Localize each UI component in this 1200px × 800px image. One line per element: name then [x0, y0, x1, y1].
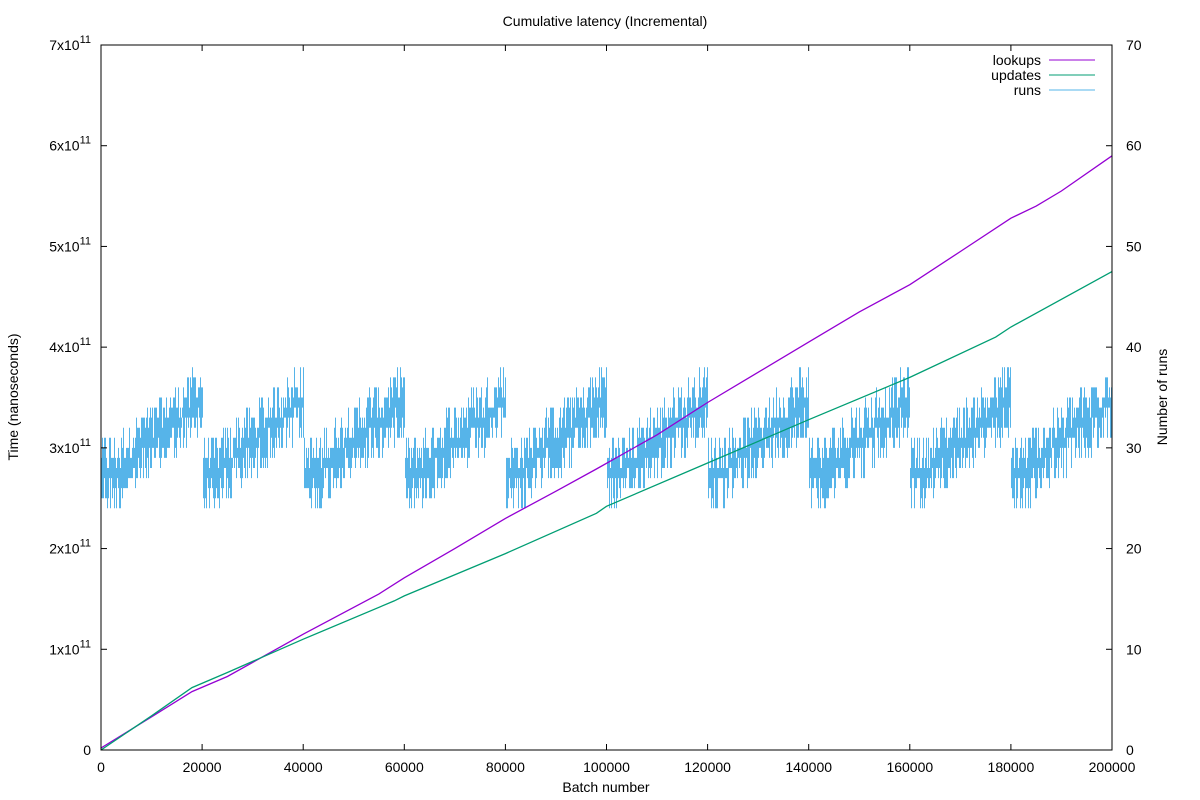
y-tick-label: 4x1011: [49, 336, 91, 355]
legend-label-runs: runs: [1014, 82, 1041, 98]
y-tick-label: 7x1011: [49, 34, 91, 53]
y-tick-label: 5x1011: [49, 235, 91, 254]
y2-tick-label: 50: [1126, 238, 1142, 254]
y2-tick-label: 10: [1126, 641, 1142, 657]
y2-tick-label: 60: [1126, 138, 1142, 154]
y2-tick-label: 20: [1126, 541, 1142, 557]
x-tick-label: 140000: [785, 759, 832, 775]
y2-tick-label: 0: [1126, 742, 1134, 758]
x-tick-label: 80000: [486, 759, 525, 775]
legend-label-lookups: lookups: [993, 52, 1041, 68]
x-axis: 0 20000 40000 60000 80000 100000 120000 140000 1…: [97, 45, 1136, 775]
y-tick-label: 0: [83, 742, 91, 758]
x-tick-label: 40000: [284, 759, 323, 775]
y2-tick-label: 40: [1126, 339, 1142, 355]
legend-label-updates: updates: [991, 67, 1041, 83]
y2-tick-label: 70: [1126, 37, 1142, 53]
x-tick-label: 0: [97, 759, 105, 775]
series-layer: [100, 155, 1113, 751]
x-tick-label: 160000: [886, 759, 933, 775]
x-axis-label: Batch number: [562, 779, 649, 795]
x-tick-label: 200000: [1089, 759, 1136, 775]
x-tick-label: 180000: [988, 759, 1035, 775]
y-axis-label: Time (nanoseconds): [5, 333, 21, 460]
y-axis: 0 1x1011 2x1011 3x1011 4x1011 5x1011 6x1011 7x1…: [49, 34, 107, 758]
chart-title: Cumulative latency (Incremental): [503, 13, 708, 29]
y-tick-label: 6x1011: [49, 135, 91, 154]
series-updates: [100, 271, 1113, 751]
y2-axis: 0 10 20 30 40 50 60 70: [1106, 37, 1142, 758]
x-tick-label: 120000: [684, 759, 731, 775]
x-tick-label: 100000: [583, 759, 630, 775]
y-tick-label: 2x1011: [49, 538, 91, 557]
series-runs: [101, 367, 1112, 509]
y2-tick-label: 30: [1126, 440, 1142, 456]
x-tick-label: 60000: [385, 759, 424, 775]
y2-axis-label: Number of runs: [1154, 349, 1170, 445]
y-tick-label: 3x1011: [49, 437, 91, 456]
x-tick-label: 20000: [183, 759, 222, 775]
y-tick-label: 1x1011: [49, 638, 91, 657]
